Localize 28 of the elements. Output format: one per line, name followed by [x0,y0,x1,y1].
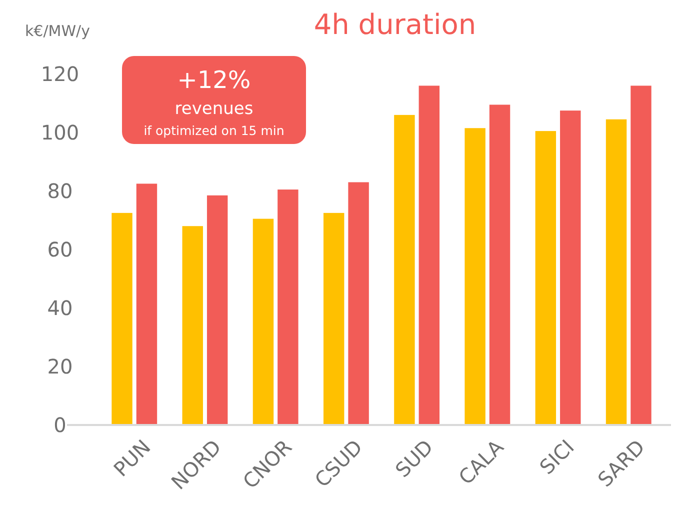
bar [136,184,158,425]
chart-title: 4h duration [314,8,476,41]
bar [182,226,203,425]
y-tick-label: 120 [40,62,80,86]
annotation: revenues [174,99,254,119]
y-tick-label: 20 [47,354,73,378]
bar [489,104,510,425]
bar [630,86,652,425]
bar [252,218,274,425]
bar [278,190,298,425]
bar [606,119,627,425]
bar [560,110,581,425]
bar [206,195,228,425]
annotation: if optimized on 15 min [144,123,284,138]
y-axis-title: k€/MW/y [25,22,90,40]
bar [323,212,344,425]
bar [112,212,132,425]
y-tick-label: 100 [40,120,80,144]
y-tick-label: 60 [47,238,73,262]
y-tick-label: 80 [47,179,73,203]
y-tick-label: 40 [47,296,73,320]
bar [348,182,369,425]
annotation: +12% [177,66,251,94]
bar [418,86,440,425]
bar [535,131,556,425]
y-tick-label: 0 [54,413,66,437]
bar [464,128,486,425]
bar [394,114,415,425]
